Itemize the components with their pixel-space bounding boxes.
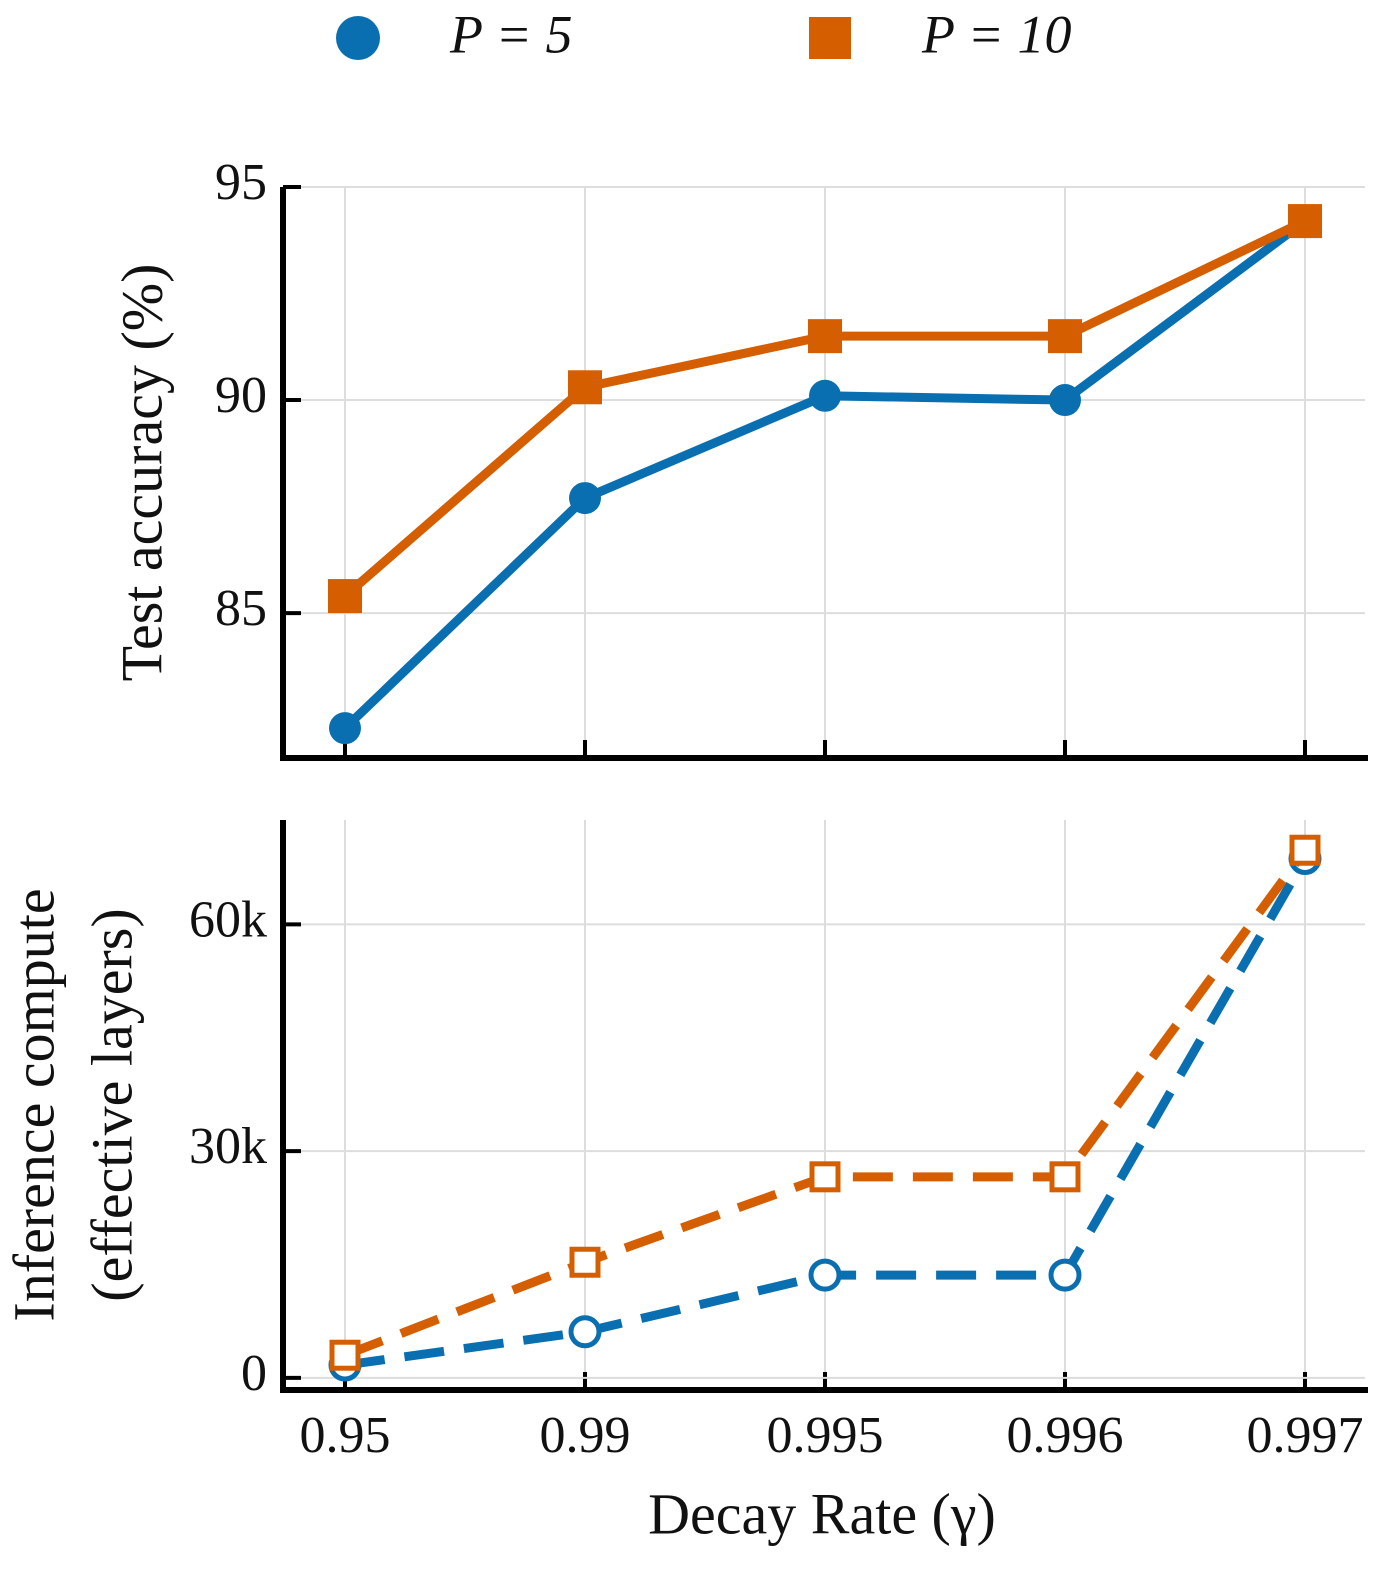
y-tick-label: 95 xyxy=(215,154,267,211)
x-tick-label: 0.99 xyxy=(540,1407,631,1464)
axis-line xyxy=(280,187,1368,761)
x-tick-label: 0.997 xyxy=(1247,1407,1364,1464)
x-tick-label: 0.996 xyxy=(1007,1407,1124,1464)
marker xyxy=(808,319,842,354)
x-tick-label: 0.95 xyxy=(300,1407,391,1464)
marker xyxy=(569,1246,601,1278)
marker xyxy=(1049,1161,1081,1193)
marker xyxy=(1048,319,1082,354)
marker xyxy=(1048,1258,1082,1292)
legend-label: P = 10 xyxy=(921,4,1071,64)
marker xyxy=(809,379,841,412)
legend-label: P = 5 xyxy=(449,4,572,64)
y-axis-label: (effective layers) xyxy=(79,908,144,1301)
axis-line xyxy=(280,820,1368,1393)
x-axis-label: Decay Rate (γ) xyxy=(648,1481,996,1546)
y-tick-label: 60k xyxy=(189,891,267,948)
marker xyxy=(328,579,362,614)
marker xyxy=(1289,834,1321,866)
y-tick-label: 85 xyxy=(215,580,267,637)
marker xyxy=(329,712,361,745)
marker xyxy=(568,370,602,405)
x-tick-label: 0.995 xyxy=(767,1407,884,1464)
legend-marker xyxy=(809,17,851,59)
marker xyxy=(809,1161,841,1193)
legend-marker xyxy=(336,16,380,60)
marker xyxy=(1049,384,1081,417)
marker xyxy=(808,1258,842,1292)
y-tick-label: 0 xyxy=(241,1345,267,1402)
marker xyxy=(568,1315,602,1349)
marker xyxy=(329,1339,361,1371)
y-tick-label: 90 xyxy=(215,367,267,424)
marker xyxy=(569,482,601,515)
marker xyxy=(1288,204,1322,239)
y-axis-label: Test accuracy (%) xyxy=(109,264,174,682)
y-axis-label: Inference compute xyxy=(1,888,66,1321)
y-tick-label: 30k xyxy=(189,1118,267,1175)
